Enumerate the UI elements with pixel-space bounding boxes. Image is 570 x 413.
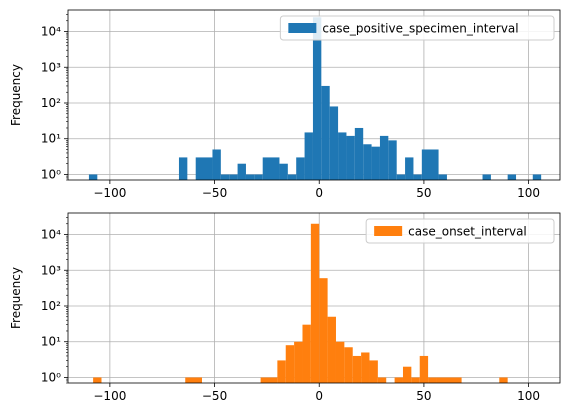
histogram-bar — [396, 174, 406, 180]
chart-panel-2: −100 −50 0 50 100 10⁰ 10¹ 10² 10³ 10⁴ Frequency cas… — [9, 212, 561, 403]
legend-box — [365, 218, 555, 244]
x-tick-label: −50 — [202, 186, 227, 200]
x-tick-label: 100 — [517, 389, 540, 403]
histogram-bar — [294, 341, 303, 383]
histogram-bar — [88, 174, 98, 180]
histogram-bar — [405, 157, 414, 180]
histogram-bar — [436, 377, 462, 383]
histogram-bar — [421, 149, 439, 180]
legend-box — [279, 15, 555, 41]
axes-frame — [67, 212, 561, 384]
histogram-bar — [346, 135, 355, 180]
legend: case_positive_specimen_interval — [279, 15, 555, 41]
histogram-bar — [419, 355, 429, 383]
histogram-bar — [361, 352, 370, 383]
histogram-bar — [262, 157, 280, 180]
histogram-bar — [327, 316, 336, 383]
histogram-bar — [335, 341, 345, 383]
histogram-bar — [93, 377, 102, 383]
x-tick-label: −50 — [202, 389, 227, 403]
histogram-bar — [354, 127, 364, 180]
legend-swatch — [288, 23, 317, 33]
y-tick-label: 10² — [41, 96, 61, 110]
histogram-bar — [438, 174, 447, 180]
chart-panel-1: −100 −50 0 50 100 10⁰ 10¹ 10² 10³ 10⁴ Frequency cas… — [9, 9, 561, 200]
histogram-bar — [312, 17, 322, 181]
histogram-bar — [285, 345, 295, 383]
histogram-bar — [279, 163, 288, 180]
legend: case_onset_interval — [365, 218, 555, 244]
histogram-bar — [195, 157, 213, 180]
y-tick-label: 10⁴ — [41, 228, 61, 242]
histogram-bar — [287, 174, 297, 180]
x-tick-label: 0 — [315, 186, 323, 200]
histogram-bar — [277, 360, 286, 383]
histogram-bar — [411, 377, 420, 383]
histogram-bar — [319, 278, 328, 383]
histogram-bar — [428, 377, 437, 383]
legend-swatch — [374, 226, 403, 236]
histogram-bar — [229, 174, 238, 180]
histogram-bar — [532, 174, 542, 180]
x-tick-label: 50 — [416, 186, 431, 200]
y-tick-label: 10³ — [41, 263, 61, 277]
histogram-bar — [304, 132, 313, 180]
histogram-bar — [482, 174, 491, 180]
histogram-bar — [394, 377, 403, 383]
histogram-bar — [344, 347, 353, 383]
y-tick-label: 10¹ — [41, 335, 61, 349]
y-tick-label: 10⁴ — [41, 25, 61, 39]
histogram-bar — [388, 140, 397, 180]
histogram-bar — [379, 135, 389, 180]
x-tick-label: 50 — [416, 389, 431, 403]
y-axis-label: Frequency — [9, 267, 23, 329]
histogram-bar — [329, 106, 339, 180]
histogram-bar — [371, 146, 380, 180]
histogram-bar — [363, 144, 372, 180]
histogram-bar — [413, 174, 422, 180]
y-tick-label: 10⁰ — [41, 370, 61, 384]
histogram-bar — [220, 174, 230, 180]
histogram-bar — [260, 377, 278, 383]
y-tick-label: 10² — [41, 299, 61, 313]
x-tick-label: −100 — [93, 389, 126, 403]
histogram-bar — [499, 377, 508, 383]
x-tick-label: 0 — [315, 389, 323, 403]
y-tick-label: 10¹ — [41, 132, 61, 146]
histogram-bar — [302, 324, 311, 383]
histogram-bar — [310, 223, 320, 383]
histogram-bar — [321, 85, 330, 180]
histogram-bar — [178, 157, 188, 180]
legend-label: case_positive_specimen_interval — [322, 22, 518, 36]
histogram-bar — [507, 174, 517, 180]
histogram-bar — [212, 149, 221, 180]
histogram-bar — [254, 174, 263, 180]
histogram-bar — [237, 163, 246, 180]
histogram-bar — [402, 366, 412, 383]
legend-label: case_onset_interval — [408, 225, 527, 239]
histogram-bar — [377, 377, 387, 383]
histogram-bar — [338, 132, 347, 180]
y-tick-label: 10³ — [41, 60, 61, 74]
y-tick-label: 10⁰ — [41, 167, 61, 181]
axes-frame — [67, 9, 561, 181]
histogram-bar — [369, 360, 378, 383]
x-tick-label: 100 — [517, 186, 540, 200]
histogram-bar — [296, 157, 305, 180]
histogram-bar — [185, 377, 202, 383]
histogram-bar — [245, 174, 255, 180]
histogram-bar — [352, 355, 362, 383]
y-axis-label: Frequency — [9, 64, 23, 126]
x-tick-label: −100 — [93, 186, 126, 200]
